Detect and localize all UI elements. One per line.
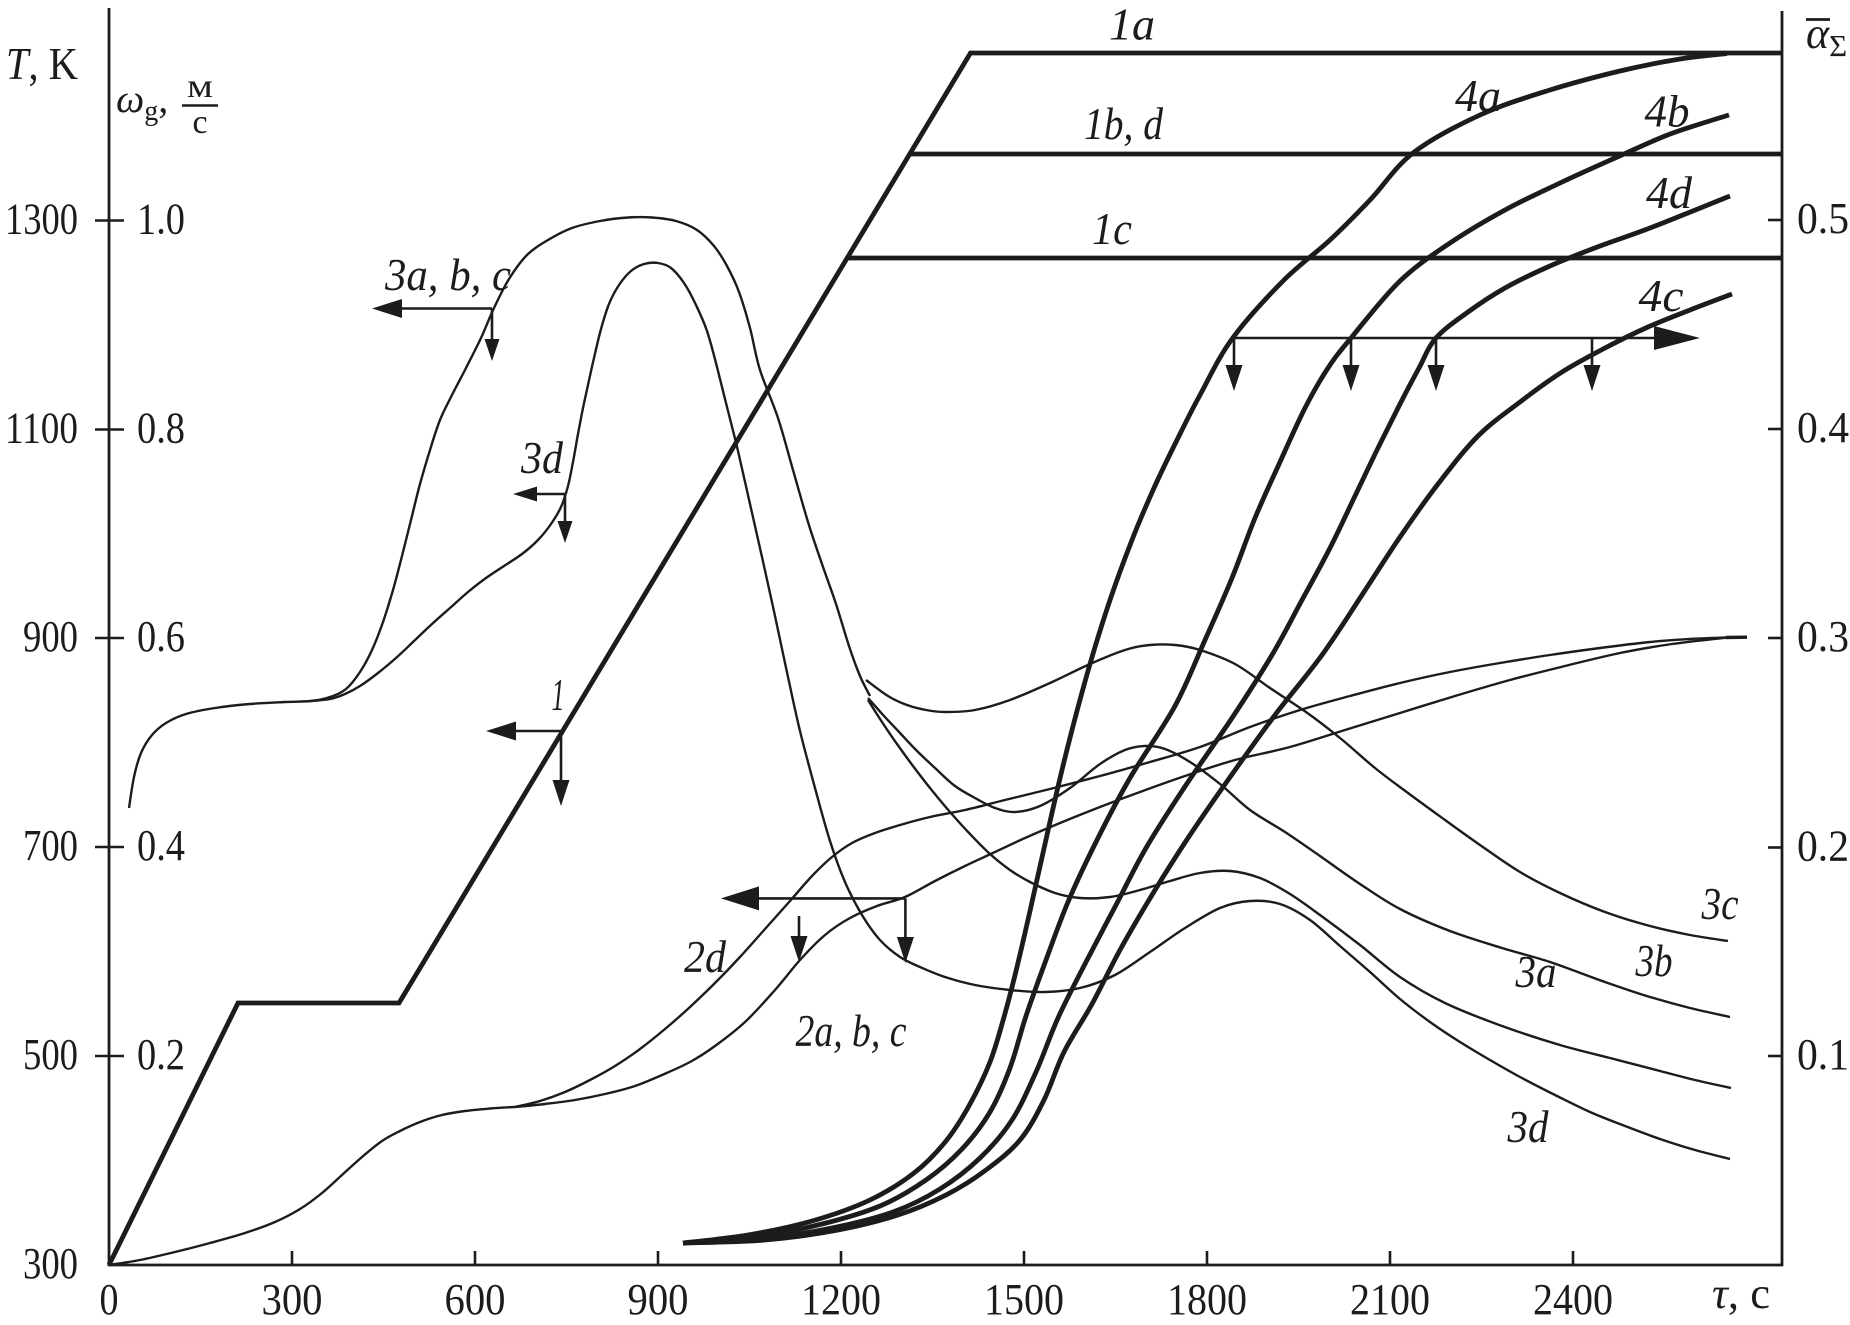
svg-text:3b: 3b [1635, 936, 1673, 986]
svg-text:с: с [192, 104, 207, 141]
svg-text:0.1: 0.1 [1797, 1030, 1849, 1079]
svg-text:3c: 3c [1701, 879, 1739, 929]
svg-text:2100: 2100 [1350, 1275, 1430, 1324]
svg-text:0.5: 0.5 [1797, 194, 1849, 243]
svg-text:1100: 1100 [5, 404, 78, 453]
svg-text:1.0: 1.0 [137, 195, 185, 244]
svg-text:0.6: 0.6 [137, 612, 185, 661]
svg-text:2a, b, c: 2a, b, c [796, 1006, 907, 1056]
svg-text:1800: 1800 [1167, 1275, 1247, 1324]
svg-text:0.2: 0.2 [137, 1030, 185, 1079]
svg-text:0.8: 0.8 [137, 404, 185, 453]
svg-text:4a: 4a [1455, 71, 1501, 121]
svg-text:τ, c: τ, c [1712, 1269, 1770, 1318]
svg-text:500: 500 [23, 1030, 78, 1079]
svg-text:αΣ: αΣ [1806, 9, 1847, 63]
svg-text:4d: 4d [1646, 168, 1693, 218]
svg-text:1b, d: 1b, d [1084, 99, 1163, 149]
svg-text:600: 600 [445, 1275, 506, 1324]
svg-text:1500: 1500 [984, 1275, 1064, 1324]
svg-text:0.3: 0.3 [1797, 612, 1849, 661]
svg-text:0: 0 [100, 1275, 119, 1324]
svg-text:1c: 1c [1092, 204, 1132, 254]
svg-text:3a, b, c: 3a, b, c [384, 250, 511, 300]
svg-text:ωg,: ωg, [116, 76, 168, 127]
svg-text:2d: 2d [684, 932, 726, 982]
svg-text:1300: 1300 [5, 195, 78, 244]
svg-text:0.4: 0.4 [1797, 403, 1849, 452]
svg-text:300: 300 [262, 1275, 323, 1324]
svg-text:3d: 3d [1507, 1102, 1549, 1152]
svg-text:0.4: 0.4 [137, 821, 185, 870]
svg-text:300: 300 [23, 1239, 78, 1288]
svg-text:3a: 3a [1515, 947, 1557, 997]
svg-text:м: м [187, 68, 213, 105]
svg-text:1200: 1200 [801, 1275, 881, 1324]
svg-text:1: 1 [552, 670, 565, 720]
svg-text:4c: 4c [1639, 271, 1684, 321]
svg-text:1a: 1a [1109, 0, 1155, 50]
svg-text:0.2: 0.2 [1797, 822, 1849, 871]
svg-text:900: 900 [628, 1275, 689, 1324]
svg-text:3d: 3d [520, 433, 563, 483]
svg-text:700: 700 [23, 821, 78, 870]
svg-text:2400: 2400 [1533, 1275, 1613, 1324]
svg-text:4b: 4b [1645, 87, 1690, 137]
svg-text:900: 900 [23, 612, 78, 661]
svg-text:T, K: T, K [6, 38, 78, 89]
